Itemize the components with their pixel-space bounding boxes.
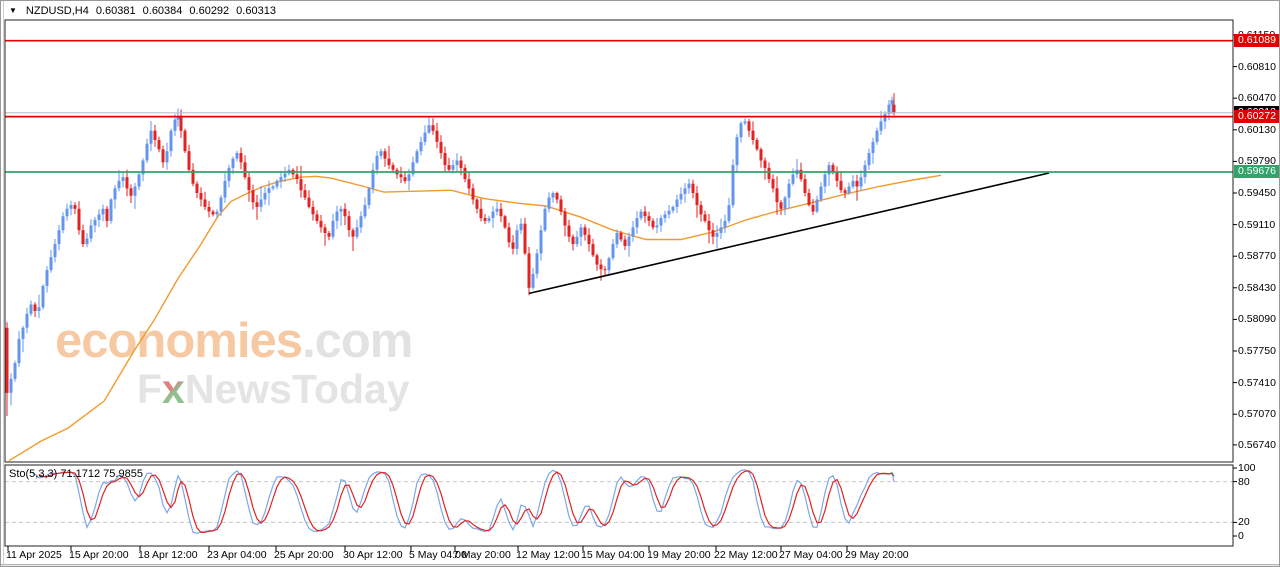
ohlc-open: 0.60381 xyxy=(95,5,136,17)
ohlc-high: 0.60384 xyxy=(142,5,183,17)
date-tick-label: 18 Apr 12:00 xyxy=(138,549,198,561)
date-tick-label: 5 May 04:00 xyxy=(409,549,467,561)
price-tick-label: 0.57410 xyxy=(1238,376,1276,389)
price-level-badge: 0.59676 xyxy=(1234,165,1279,179)
watermark-subbrand: FxNewsToday xyxy=(137,366,410,412)
stoch-scale-label: 20 xyxy=(1238,516,1250,529)
date-tick-label: 25 Apr 20:00 xyxy=(274,549,334,561)
price-tick-label: 0.59110 xyxy=(1238,218,1276,231)
watermark: economies.com FxNewsToday xyxy=(55,314,413,412)
date-tick-label: 23 Apr 04:00 xyxy=(207,549,267,561)
stoch-scale-label: 100 xyxy=(1238,462,1256,474)
candlesticks xyxy=(5,93,896,417)
date-tick-label: 29 May 20:00 xyxy=(845,549,909,561)
symbol-dropdown-icon[interactable]: ▼ xyxy=(9,6,17,15)
moving-average-line xyxy=(8,174,942,462)
stochastic-label: Sto(5,3,3) 71.1712 75.9855 xyxy=(9,468,143,480)
stoch-main-line xyxy=(30,469,895,535)
price-tick-label: 0.57750 xyxy=(1238,344,1276,357)
price-level-badge: 0.61089 xyxy=(1234,34,1279,48)
ascending-trendline xyxy=(528,172,1050,295)
stoch-signal-line xyxy=(38,470,895,534)
window-bottom-edge xyxy=(1,564,1279,566)
stoch-scale-label: 0 xyxy=(1238,530,1244,542)
price-tick-label: 0.60470 xyxy=(1238,92,1276,105)
watermark-brand: economies.com xyxy=(55,314,413,368)
stoch-scale-label: 80 xyxy=(1238,475,1250,488)
date-tick-label: 12 May 12:00 xyxy=(516,549,580,561)
date-tick-label: 15 Apr 20:00 xyxy=(69,549,129,561)
chart-title-bar: ▼ NZDUSD,H4 0.60381 0.60384 0.60292 0.60313 xyxy=(9,5,276,19)
date-tick-label: 27 May 04:00 xyxy=(779,549,843,561)
symbol-timeframe-label: NZDUSD,H4 xyxy=(25,5,89,17)
price-tick-label: 0.56740 xyxy=(1238,438,1276,451)
price-tick-label: 0.57070 xyxy=(1238,408,1276,421)
stochastic-layer xyxy=(5,469,1233,535)
main-plot-border xyxy=(4,19,1234,463)
price-tick-label: 0.58770 xyxy=(1238,250,1276,263)
date-tick-label: 30 Apr 12:00 xyxy=(343,549,403,561)
date-tick-label: 15 May 04:00 xyxy=(581,549,645,561)
ohlc-low: 0.60292 xyxy=(189,5,230,17)
date-tick-label: 11 Apr 2025 xyxy=(6,549,62,561)
price-tick-label: 0.60810 xyxy=(1238,60,1276,73)
date-tick-label: 22 May 12:00 xyxy=(714,549,778,561)
price-level-badge: 0.60272 xyxy=(1234,110,1279,124)
chart-frame-layer xyxy=(4,19,1237,551)
price-tick-label: 0.59790 xyxy=(1238,155,1276,168)
date-tick-label: 19 May 20:00 xyxy=(647,549,711,561)
price-tick-label: 0.58090 xyxy=(1238,313,1276,326)
price-tick-label: 0.60130 xyxy=(1238,123,1276,136)
price-tick-label: 0.59450 xyxy=(1238,186,1276,199)
main-chart-layer xyxy=(5,39,1233,462)
window-left-edge xyxy=(3,1,4,566)
ohlc-close: 0.60313 xyxy=(236,5,276,17)
stoch-plot-border xyxy=(4,464,1234,547)
price-tick-label: 0.58430 xyxy=(1238,281,1276,294)
fx-cross-icon: x xyxy=(162,366,185,412)
date-tick-label: 7 May 20:00 xyxy=(453,549,511,561)
